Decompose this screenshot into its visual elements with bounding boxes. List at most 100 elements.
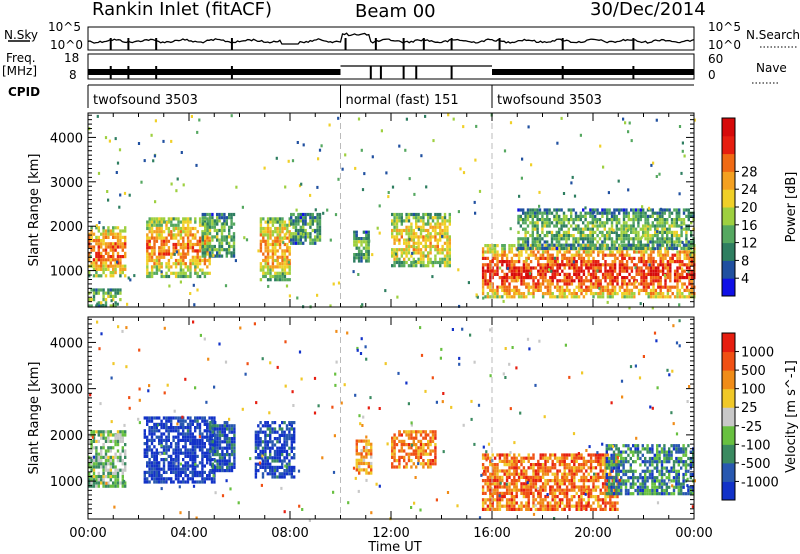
echo-cell — [102, 468, 105, 472]
echo-cell — [422, 219, 425, 223]
echo-cell — [92, 468, 96, 472]
echo-cell — [393, 459, 396, 463]
echo-cell — [668, 230, 671, 234]
echo-cell — [365, 461, 368, 466]
echo-cell — [654, 276, 658, 280]
echo-cell — [208, 225, 212, 229]
echo-cell — [290, 469, 293, 473]
echo-cell — [574, 227, 578, 231]
echo-cell — [562, 224, 566, 228]
echo-cell — [508, 295, 511, 299]
sparse-echo-cell — [119, 193, 122, 197]
echo-cell — [563, 272, 566, 276]
echo-cell — [491, 272, 494, 276]
echo-cell — [410, 244, 413, 249]
echo-cell — [391, 254, 394, 258]
echo-cell — [439, 216, 442, 220]
echo-cell — [391, 222, 394, 226]
echo-cell — [114, 288, 117, 292]
echo-cell — [481, 266, 485, 270]
echo-cell — [88, 258, 91, 262]
echo-cell — [158, 255, 161, 259]
echo-cell — [429, 465, 432, 469]
echo-cell — [577, 227, 580, 231]
echo-cell — [160, 230, 163, 234]
echo-cell — [288, 453, 291, 457]
echo-cell — [491, 256, 494, 260]
echo-cell — [690, 243, 693, 247]
echo-cell — [673, 218, 676, 222]
sparse-echo-cell — [538, 190, 541, 194]
sparse-echo-cell — [316, 216, 319, 219]
echo-cell — [148, 438, 151, 442]
echo-cell — [196, 426, 199, 430]
echo-cell — [204, 216, 207, 220]
echo-cell — [194, 458, 197, 462]
echo-cell — [561, 260, 564, 264]
echo-cell — [613, 243, 616, 247]
echo-cell — [293, 421, 296, 425]
echo-cell — [228, 453, 231, 457]
echo-cell — [264, 258, 267, 263]
echo-cell — [172, 271, 175, 275]
echo-cell — [493, 507, 497, 511]
echo-cell — [606, 246, 609, 250]
echo-cell — [526, 214, 530, 218]
echo-cell — [676, 266, 679, 270]
echo-cell — [112, 446, 115, 450]
echo-cell — [362, 256, 366, 260]
echo-cell — [109, 484, 112, 488]
echo-cell — [290, 235, 293, 239]
echo-cell — [580, 266, 583, 270]
sparse-echo-cell — [241, 205, 244, 209]
echo-cell — [358, 471, 361, 475]
echo-cell — [158, 265, 161, 269]
echo-cell — [395, 212, 399, 217]
echo-cell — [649, 256, 653, 260]
echo-cell — [165, 252, 168, 256]
echo-cell — [405, 433, 408, 437]
echo-cell — [649, 295, 653, 299]
echo-cell — [186, 474, 190, 478]
echo-cell — [625, 263, 629, 267]
echo-cell — [577, 288, 581, 292]
echo-cell — [174, 246, 178, 250]
echo-cell — [649, 234, 652, 238]
echo-cell — [274, 271, 277, 275]
echo-cell — [645, 260, 648, 264]
echo-cell — [182, 236, 185, 240]
echo-cell — [628, 282, 631, 286]
echo-cell — [412, 235, 415, 239]
echo-cell — [281, 278, 284, 282]
echo-cell — [538, 237, 542, 241]
echo-cell — [88, 449, 91, 453]
echo-cell — [568, 292, 571, 296]
echo-cell — [561, 288, 564, 292]
echo-cell — [281, 475, 284, 479]
echo-cell — [155, 223, 159, 227]
echo-cell — [484, 472, 487, 476]
echo-cell — [393, 212, 396, 217]
echo-cell — [170, 255, 173, 259]
echo-cell — [522, 221, 525, 225]
echo-cell — [170, 429, 173, 433]
echo-cell — [367, 439, 370, 443]
echo-cell — [651, 211, 654, 215]
echo-cell — [553, 247, 557, 251]
echo-cell — [681, 292, 684, 296]
echo-cell — [177, 480, 180, 484]
echo-cell — [551, 260, 554, 264]
echo-cell — [360, 249, 363, 253]
echo-cell — [191, 480, 194, 484]
echo-cell — [198, 220, 202, 224]
sparse-echo-cell — [154, 119, 157, 123]
echo-cell — [565, 285, 569, 289]
echo-cell — [417, 235, 420, 239]
echo-cell — [182, 438, 185, 442]
echo-cell — [148, 220, 151, 224]
echo-cell — [601, 234, 604, 238]
sparse-echo-cell — [417, 227, 420, 231]
echo-cell — [104, 229, 108, 233]
echo-cell — [114, 267, 117, 271]
echo-cell — [119, 468, 122, 472]
